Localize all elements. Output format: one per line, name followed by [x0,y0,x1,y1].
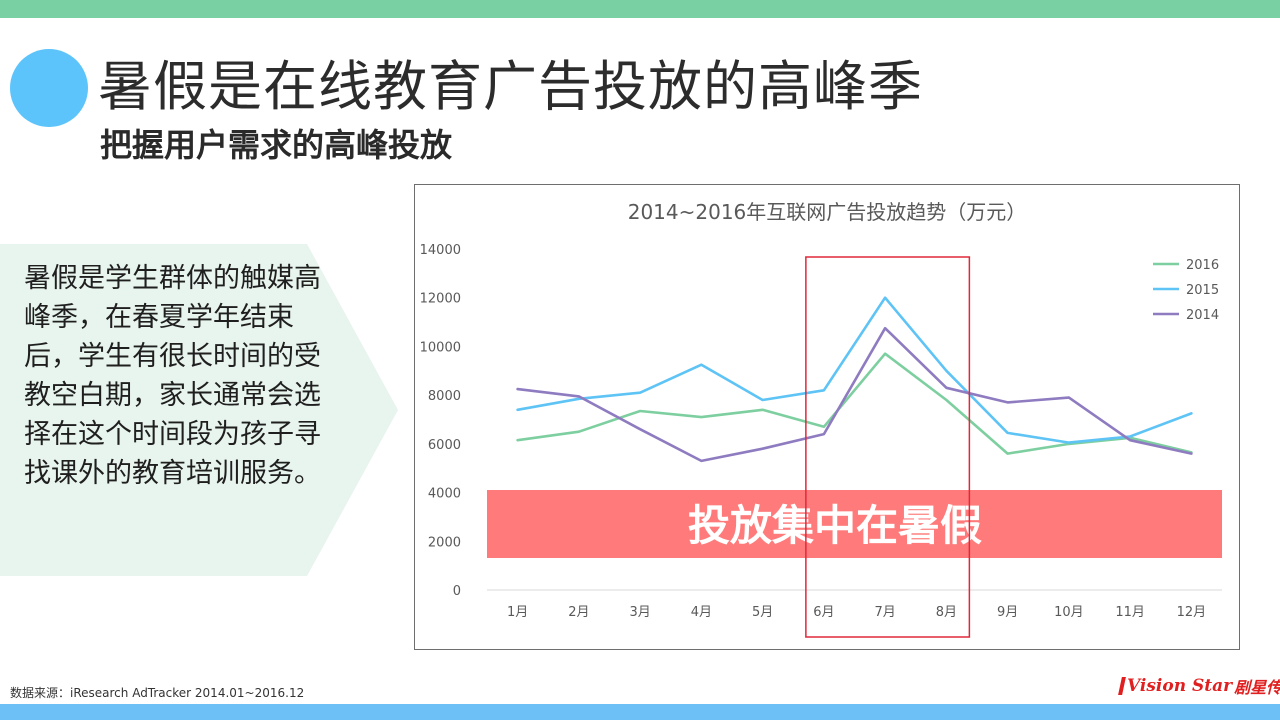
y-tick-label: 12000 [420,292,461,307]
x-tick-label: 5月 [752,605,773,620]
chart-title: 2014~2016年互联网广告投放趋势（万元） [628,200,1027,224]
title-bullet-circle [10,49,88,127]
legend-label-2015: 2015 [1186,283,1219,298]
y-tick-label: 10000 [420,340,461,355]
chart-container: 2014~2016年互联网广告投放趋势（万元） 0 2000 4000 6000 800… [414,184,1240,650]
callout-text: 暑假是学生群体的触媒高峰季，在春夏学年结束后，学生有很长时间的受教空白期，家长通… [24,263,321,489]
callout-arrow-panel [0,244,398,576]
summer-highlight-box [805,256,971,638]
x-tick-label: 11月 [1115,605,1145,620]
series-line-2016 [516,352,1193,455]
y-tick-label: 2000 [428,535,461,550]
data-source-note: 数据来源：iResearch AdTracker 2014.01~2016.12 [10,686,305,700]
highlight-banner-text: 投放集中在暑假 [688,501,982,550]
y-tick-label: 0 [453,584,461,599]
x-tick-label: 9月 [997,605,1018,620]
legend-label-2014: 2014 [1186,308,1219,323]
company-logo: Vision Star 剧星传媒 [1118,674,1280,698]
highlight-banner [487,490,1222,558]
x-tick-label: 8月 [936,605,957,620]
series-line-2014 [516,326,1193,463]
legend-label-2016: 2016 [1186,258,1219,273]
x-tick-label: 4月 [691,605,712,620]
page-title: 暑假是在线教育广告投放的高峰季 [98,55,923,118]
logo-icon [1118,677,1126,695]
x-tick-label: 3月 [629,605,650,620]
y-tick-label: 4000 [428,487,461,502]
y-tick-label: 6000 [428,438,461,453]
y-tick-label: 8000 [428,389,461,404]
trend-line-chart: 2014~2016年互联网广告投放趋势（万元） 0 2000 4000 6000 800… [420,200,1222,638]
page-subtitle: 把握用户需求的高峰投放 [100,126,453,164]
x-tick-label: 1月 [507,605,528,620]
x-tick-label: 2月 [568,605,589,620]
y-tick-label: 14000 [420,243,461,258]
x-tick-label: 12月 [1177,605,1207,620]
x-tick-label: 6月 [813,605,834,620]
bottom-accent-bar [0,704,1280,720]
x-tick-label: 10月 [1054,605,1084,620]
logo-text-cn: 剧星传媒 [1234,678,1280,697]
top-accent-bar [0,0,1280,18]
x-tick-label: 7月 [874,605,895,620]
series-line-2015 [516,296,1193,444]
logo-text-en: Vision Star [1127,676,1233,696]
